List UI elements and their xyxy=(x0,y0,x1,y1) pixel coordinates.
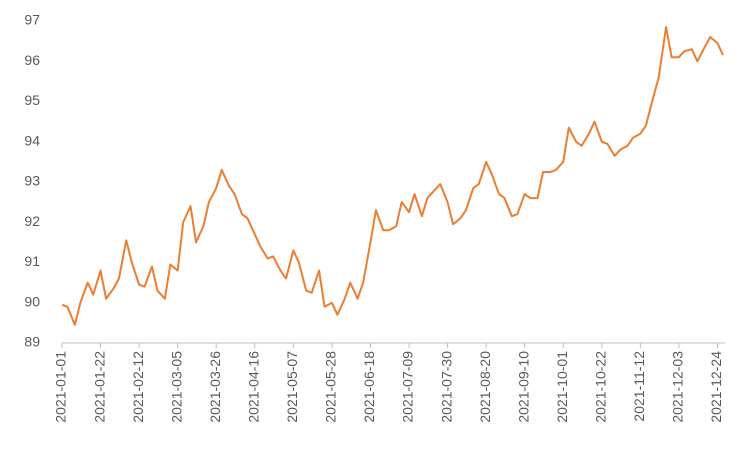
x-tick-label: 2021-01-01 xyxy=(53,351,69,423)
x-tick-label: 2021-09-10 xyxy=(515,351,531,423)
x-tick-label: 2021-05-07 xyxy=(284,351,300,423)
x-tick-label: 2021-03-05 xyxy=(168,351,184,423)
x-tick-label: 2021-03-26 xyxy=(207,351,223,423)
y-tick-label: 97 xyxy=(24,12,40,28)
x-tick-label: 2021-07-30 xyxy=(438,351,454,423)
line-series xyxy=(61,26,724,326)
x-tick-label: 2021-12-03 xyxy=(670,351,686,423)
y-tick-label: 93 xyxy=(24,173,40,189)
x-tick-label: 2021-08-20 xyxy=(477,351,493,423)
x-tick-label: 2021-06-18 xyxy=(361,351,377,423)
y-tick-label: 94 xyxy=(24,132,40,148)
x-tick-label: 2021-10-22 xyxy=(593,351,609,423)
y-tick-label: 95 xyxy=(24,92,40,108)
y-tick-label: 90 xyxy=(24,293,40,309)
x-tick-label: 2021-07-09 xyxy=(400,351,416,423)
y-tick-label: 92 xyxy=(24,213,40,229)
x-tick-label: 2021-12-24 xyxy=(708,351,724,423)
x-tick-label: 2021-05-28 xyxy=(323,351,339,423)
y-tick-label: 89 xyxy=(24,334,40,350)
x-tick-label: 2021-11-12 xyxy=(631,351,647,422)
x-tick-label: 2021-01-22 xyxy=(91,351,107,423)
x-tick-label: 2021-02-12 xyxy=(130,351,146,423)
x-tick-label: 2021-10-01 xyxy=(554,351,570,423)
x-tick-label: 2021-04-16 xyxy=(245,351,261,423)
y-tick-label: 91 xyxy=(24,253,40,269)
y-tick-label: 96 xyxy=(24,52,40,68)
